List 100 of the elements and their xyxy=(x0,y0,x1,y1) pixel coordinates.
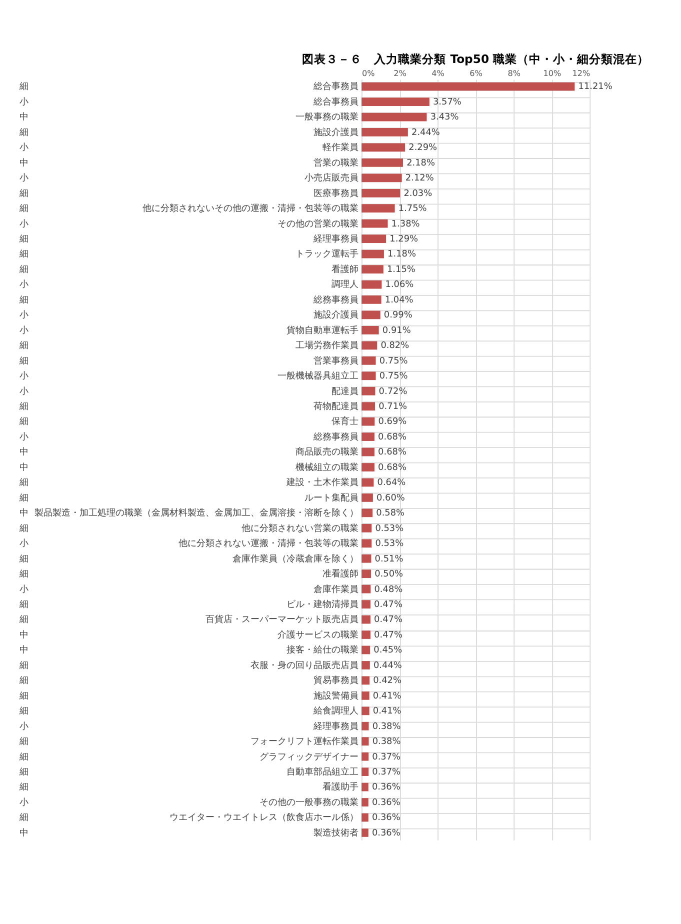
data-label: 0.82% xyxy=(380,341,410,352)
y2-tick-label: 小 xyxy=(20,172,29,184)
y2-tick-label: 細 xyxy=(18,767,29,778)
data-label: 3.43% xyxy=(430,112,459,123)
y-tick-label: 営業事務員 xyxy=(313,355,358,366)
y2-tick-label: 細 xyxy=(18,737,29,748)
y-tick-label: 看護助手 xyxy=(322,782,358,793)
y2-tick-label: 中 xyxy=(20,644,29,656)
y-tick-label: 営業の職業 xyxy=(313,157,358,168)
y-tick-label: 貿易事務員 xyxy=(313,675,358,686)
data-label: 0.99% xyxy=(384,310,412,321)
y2-tick-label: 中 xyxy=(20,112,29,123)
y-tick-label: ルート集配員 xyxy=(304,492,358,504)
y-tick-label: 施設介護員 xyxy=(313,310,358,321)
data-label: 0.71% xyxy=(378,402,408,412)
data-label: 1.38% xyxy=(391,219,420,230)
y2-tick-label: 小 xyxy=(20,431,29,442)
y2-tick-label: 細 xyxy=(18,813,29,824)
y-tick-label: ビル・建物清掃員 xyxy=(286,598,358,610)
y2-tick-label: 中 xyxy=(20,508,29,519)
y-tick-label: 機械組立の職業 xyxy=(295,462,358,473)
data-label: 0.36% xyxy=(372,813,400,824)
y2-tick-label: 細 xyxy=(18,691,29,702)
y-tick-label: 製品製造・加工処理の職業（金属材料製造、金属加工、金属溶接・溶断を除く） xyxy=(34,508,358,519)
x-tick-label: 10% xyxy=(543,69,562,78)
y2-tick-label: 小 xyxy=(20,324,29,336)
y-tick-label: 経理事務員 xyxy=(312,234,358,245)
y-tick-label: 総務事務員 xyxy=(312,431,358,442)
y2-tick-label: 小 xyxy=(20,720,29,732)
data-label: 0.47% xyxy=(374,600,402,610)
data-label: 0.45% xyxy=(374,646,402,656)
data-label: 3.57% xyxy=(432,97,462,108)
data-label: 0.91% xyxy=(382,326,411,336)
y2-tick-label: 中 xyxy=(20,827,29,838)
y-tick-label: 准看護師 xyxy=(322,568,358,580)
y-tick-label: 他に分類されない運搬・清掃・包装等の職業 xyxy=(178,538,358,550)
y2-tick-label: 細 xyxy=(18,295,29,306)
x-tick-label: 6% xyxy=(470,69,483,78)
data-label: 11.21% xyxy=(578,82,612,92)
y2-tick-label: 中 xyxy=(20,462,29,473)
data-label: 0.41% xyxy=(372,691,402,702)
data-label: 1.15% xyxy=(386,264,416,275)
data-label: 0.36% xyxy=(372,828,400,838)
y2-tick-label: 小 xyxy=(20,386,29,397)
y2-tick-label: 小 xyxy=(20,96,29,108)
y-tick-label: 配達員 xyxy=(331,386,358,397)
y2-tick-label: 細 xyxy=(18,204,29,214)
data-label: 2.29% xyxy=(408,143,438,154)
data-label: 0.44% xyxy=(373,660,402,671)
data-label: 0.68% xyxy=(378,462,406,473)
y2-tick-label: 小 xyxy=(20,142,29,154)
y-tick-label: 荷物配達員 xyxy=(313,401,358,412)
y-tick-label: 軽作業員 xyxy=(322,142,358,154)
y-tick-label: トラック運転手 xyxy=(295,248,358,260)
x-tick-label: 8% xyxy=(508,69,521,78)
y2-tick-label: 小 xyxy=(20,310,29,321)
y-tick-label: 建設・土木作業員 xyxy=(285,477,358,488)
data-label: 0.75% xyxy=(379,356,408,366)
data-label: 0.68% xyxy=(378,448,406,458)
y-tick-label: 総合事務員 xyxy=(312,96,358,108)
data-label: 0.38% xyxy=(372,722,401,732)
data-label: 0.53% xyxy=(375,539,404,550)
data-label: 0.48% xyxy=(374,584,403,595)
y-tick-label: 介護サービスの職業 xyxy=(277,629,358,640)
data-label: 2.44% xyxy=(412,128,440,138)
y2-tick-label: 細 xyxy=(18,234,29,245)
y-tick-label: 工場労務作業員 xyxy=(295,340,358,352)
y2-tick-label: 細 xyxy=(18,417,29,428)
data-label: 2.18% xyxy=(406,158,435,168)
data-label: 0.50% xyxy=(374,570,404,580)
y-tick-label: 貨物自動車運転手 xyxy=(286,324,358,336)
y-tick-label: 製造技術者 xyxy=(313,827,358,838)
y-tick-label: 他に分類されない営業の職業 xyxy=(241,522,358,534)
y-tick-label: 施設介護員 xyxy=(313,126,358,138)
y2-tick-label: 中 xyxy=(20,446,29,458)
y2-tick-label: 細 xyxy=(18,554,29,564)
y2-tick-label: 細 xyxy=(18,676,29,686)
data-label: 0.37% xyxy=(372,752,401,762)
data-label: 0.37% xyxy=(372,767,401,778)
data-label: 0.64% xyxy=(377,478,406,488)
y2-tick-label: 細 xyxy=(18,493,29,504)
data-label: 1.75% xyxy=(398,204,427,214)
data-label: 0.41% xyxy=(372,706,402,717)
y2-tick-label: 細 xyxy=(18,570,29,580)
y2-tick-label: 細 xyxy=(18,402,29,412)
data-label: 0.60% xyxy=(376,493,405,504)
y-tick-label: 一般事務の職業 xyxy=(295,112,358,123)
y2-tick-label: 小 xyxy=(20,584,29,595)
data-label: 2.03% xyxy=(404,188,432,199)
y2-tick-label: 細 xyxy=(18,706,29,717)
y2-tick-label: 細 xyxy=(18,250,29,260)
y2-tick-label: 細 xyxy=(18,752,29,762)
data-label: 0.72% xyxy=(378,386,408,397)
y2-tick-label: 細 xyxy=(18,188,29,199)
y-tick-label: 倉庫作業員 xyxy=(313,584,358,595)
y-tick-label: 調理人 xyxy=(331,279,358,290)
y-tick-label: 給食調理人 xyxy=(312,706,358,717)
y2-tick-label: 細 xyxy=(18,264,29,275)
data-label: 1.04% xyxy=(384,295,414,306)
y2-tick-label: 小 xyxy=(20,279,29,290)
